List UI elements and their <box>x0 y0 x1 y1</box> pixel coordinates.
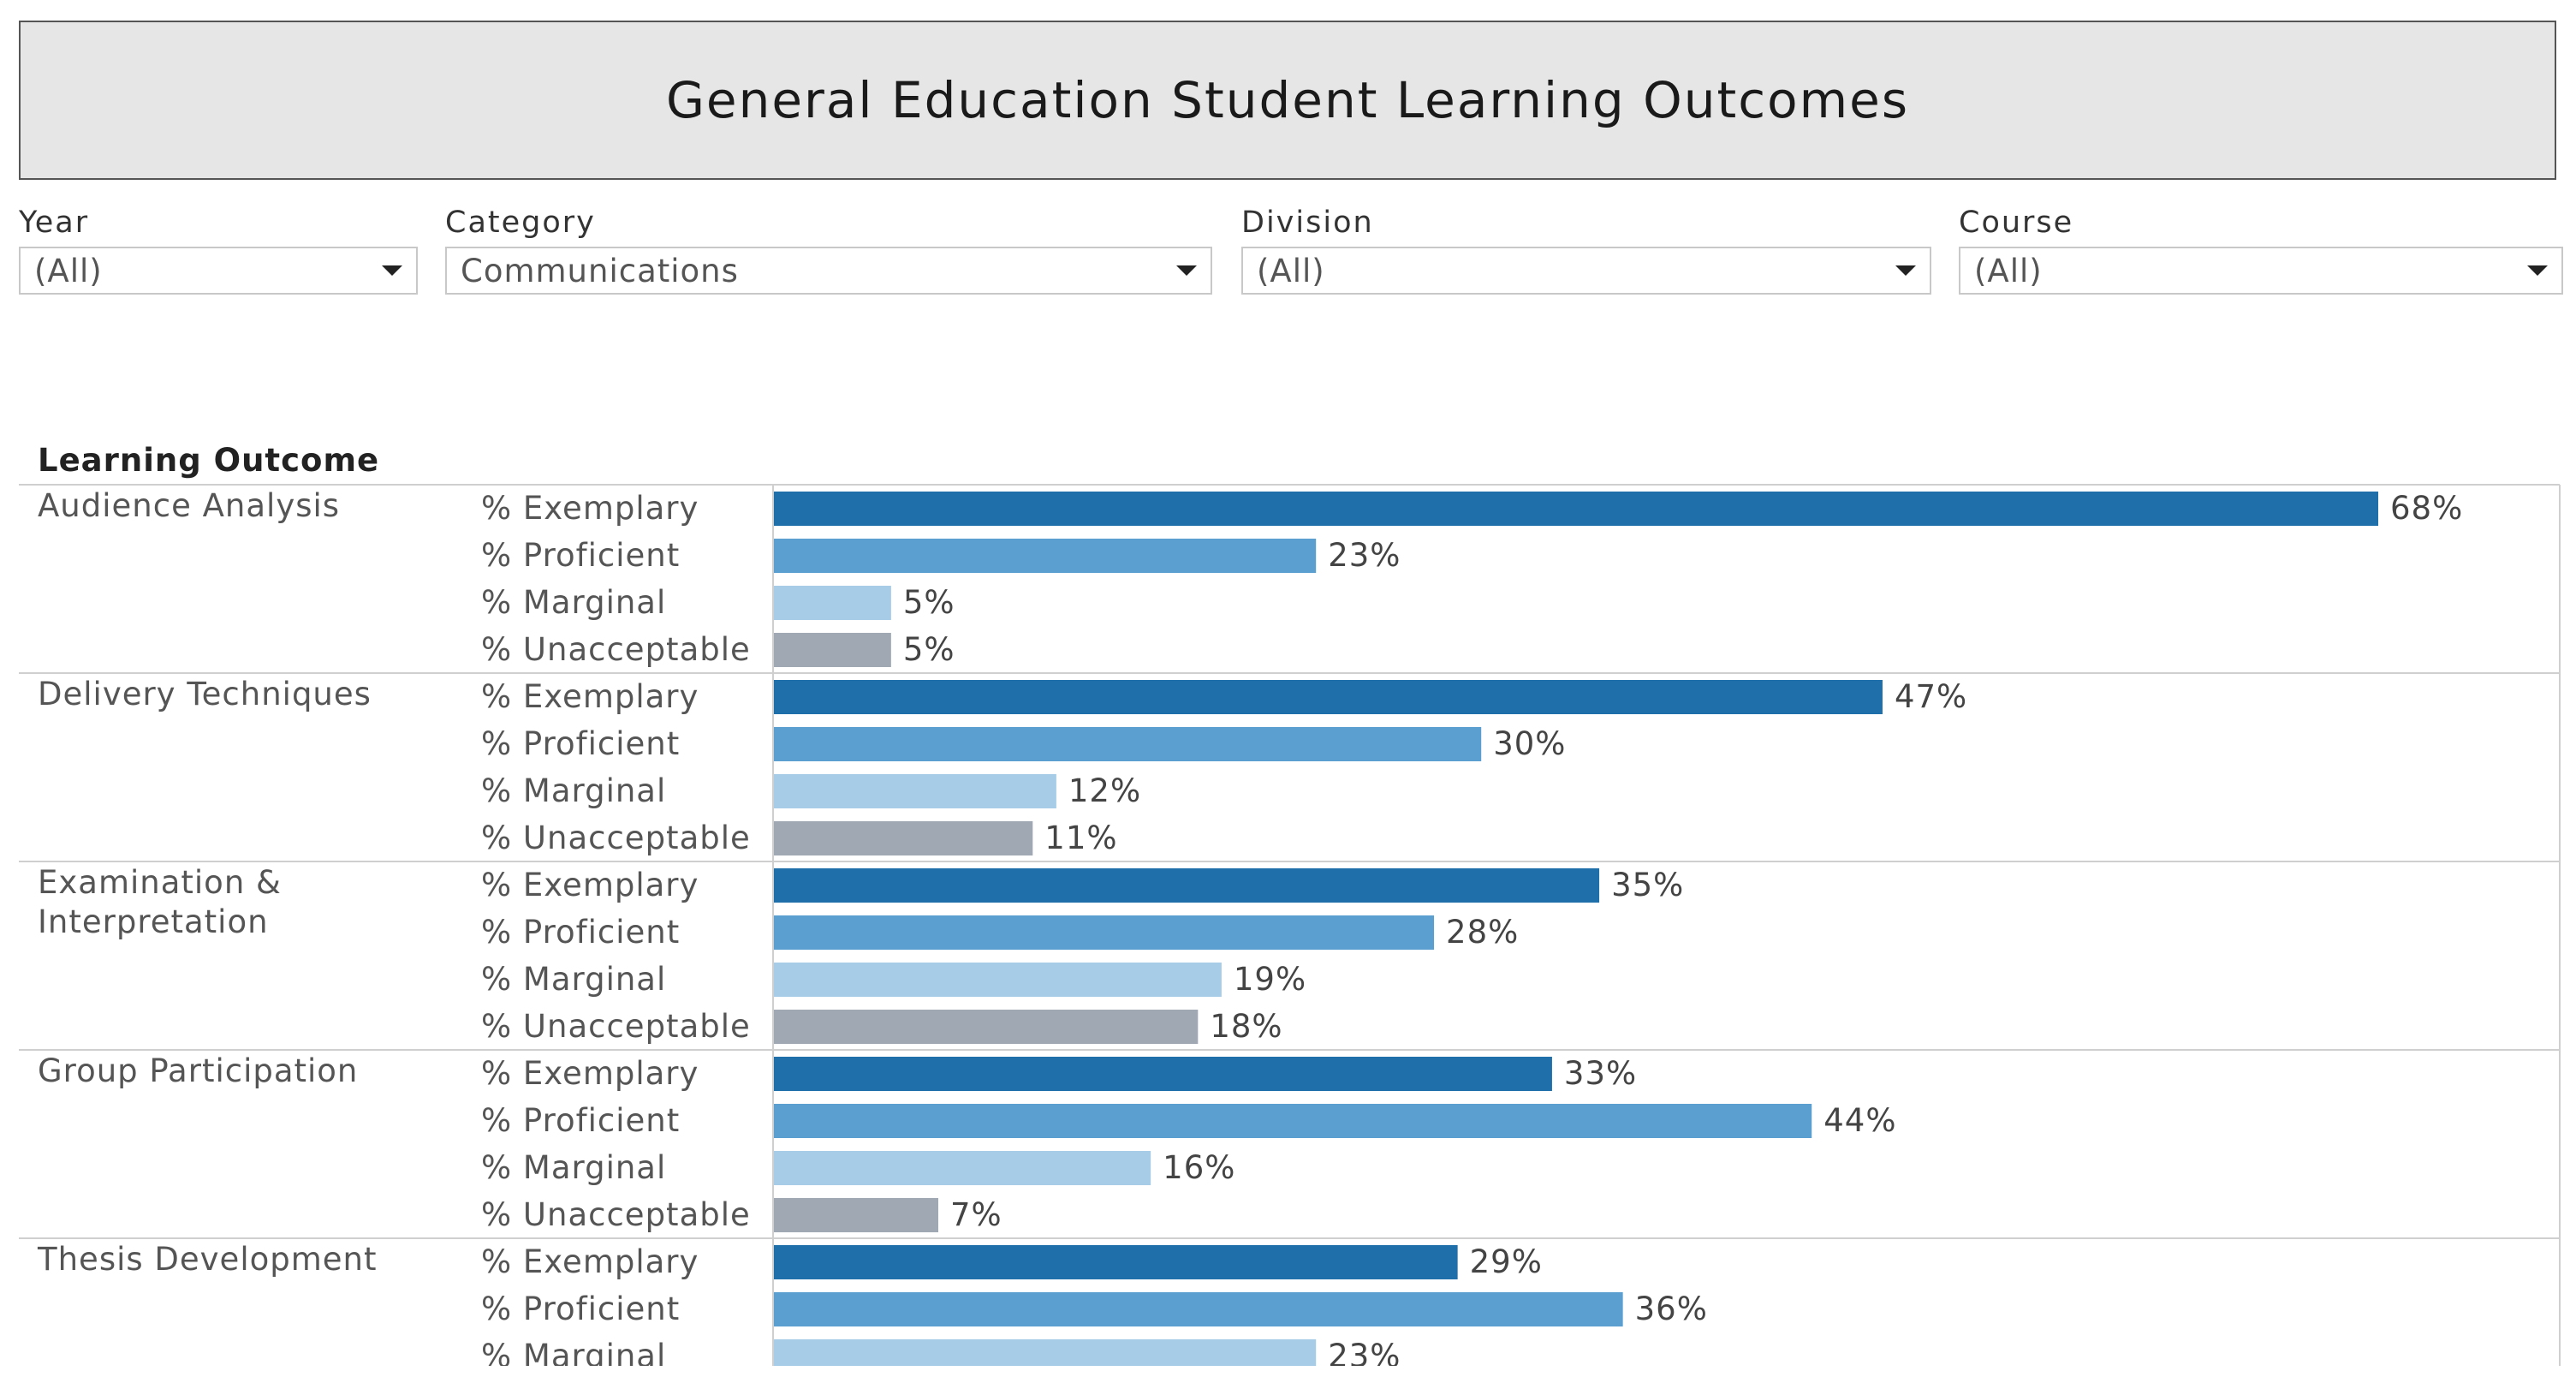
data-label: 11% <box>1044 820 1117 856</box>
data-label: 28% <box>1446 914 1519 951</box>
bar <box>773 1010 1199 1044</box>
outcome-label: Examination & Interpretation <box>38 864 282 940</box>
level-label: % Unacceptable <box>481 1196 751 1233</box>
filter-course-label: Course <box>1959 206 2074 240</box>
bar <box>773 1057 1552 1091</box>
data-label: 47% <box>1895 678 1967 715</box>
filter-category-value: Communications <box>461 252 739 289</box>
level-label: % Proficient <box>481 1102 680 1139</box>
bar <box>773 586 891 620</box>
data-label: 68% <box>2390 490 2463 527</box>
level-label: % Proficient <box>481 1291 680 1327</box>
bar <box>773 633 891 667</box>
outcome-label: Group Participation <box>38 1052 358 1089</box>
level-label: % Marginal <box>481 584 666 621</box>
learning-outcome-header: Learning Outcome <box>38 442 380 479</box>
data-label: 33% <box>1564 1055 1637 1092</box>
level-label: % Unacceptable <box>481 631 751 668</box>
data-label: 23% <box>1328 537 1401 574</box>
bar <box>773 727 1482 761</box>
data-label: 5% <box>903 584 955 621</box>
data-label: 16% <box>1163 1149 1235 1186</box>
filter-year: Year (All) <box>19 202 418 295</box>
filter-year-label: Year <box>19 206 90 240</box>
outcome-label: Delivery Techniques <box>38 676 372 712</box>
data-label: 35% <box>1611 867 1684 903</box>
level-label: % Marginal <box>481 961 666 998</box>
data-label: 19% <box>1234 961 1306 998</box>
chart-plot-area: Audience Analysis % Exemplary 68% % Profici… <box>19 487 2560 1374</box>
filter-year-dropdown[interactable]: (All) <box>19 247 418 295</box>
filter-category-label: Category <box>445 206 596 240</box>
data-label: 18% <box>1210 1008 1282 1045</box>
filter-course-value: (All) <box>1974 252 2043 289</box>
bar <box>773 539 1317 573</box>
bar <box>773 1104 1812 1138</box>
filter-course-dropdown[interactable]: (All) <box>1959 247 2563 295</box>
bar <box>773 963 1222 997</box>
outcome-label: Audience Analysis <box>38 487 340 524</box>
level-label: % Exemplary <box>481 1055 699 1092</box>
level-label: % Exemplary <box>481 1243 699 1280</box>
bar <box>773 492 2378 526</box>
bar <box>773 774 1056 808</box>
level-label: % Marginal <box>481 772 666 809</box>
data-label: 5% <box>903 631 955 668</box>
data-label: 7% <box>950 1196 1002 1233</box>
chevron-down-icon[interactable] <box>1895 265 1916 276</box>
filter-year-value: (All) <box>34 252 103 289</box>
bar <box>773 1198 939 1232</box>
level-label: % Proficient <box>481 914 680 951</box>
bar <box>773 915 1435 950</box>
level-label: % Marginal <box>481 1338 666 1374</box>
level-label: % Proficient <box>481 725 680 762</box>
data-label: 29% <box>1470 1243 1543 1280</box>
level-label: % Exemplary <box>481 490 699 527</box>
chevron-down-icon[interactable] <box>2527 265 2548 276</box>
filter-category: Category Communications <box>445 202 1212 295</box>
data-label: 36% <box>1635 1291 1708 1327</box>
chevron-down-icon[interactable] <box>1176 265 1197 276</box>
dashboard-title: General Education Student Learning Outco… <box>665 71 1910 129</box>
filter-division: Division (All) <box>1241 202 1931 295</box>
bar <box>773 1245 1458 1279</box>
bar <box>773 821 1033 855</box>
filter-course: Course (All) <box>1959 202 2563 295</box>
dashboard-title-banner: General Education Student Learning Outco… <box>19 21 2556 180</box>
bar <box>773 1292 1623 1326</box>
level-label: % Unacceptable <box>481 1008 751 1045</box>
level-label: % Marginal <box>481 1149 666 1186</box>
data-label: 23% <box>1328 1338 1401 1374</box>
data-label: 30% <box>1493 725 1566 762</box>
data-label: 12% <box>1068 772 1141 809</box>
outcome-label: Thesis Development <box>37 1241 378 1278</box>
bar <box>773 680 1883 714</box>
level-label: % Proficient <box>481 537 680 574</box>
bar <box>773 868 1600 903</box>
level-label: % Exemplary <box>481 678 699 715</box>
data-label: 44% <box>1823 1102 1896 1139</box>
bar <box>773 1151 1151 1185</box>
level-label: % Exemplary <box>481 867 699 903</box>
level-label: % Unacceptable <box>481 820 751 856</box>
filter-division-label: Division <box>1241 206 1374 240</box>
filter-category-dropdown[interactable]: Communications <box>445 247 1212 295</box>
chevron-down-icon[interactable] <box>382 265 402 276</box>
filter-division-value: (All) <box>1257 252 1325 289</box>
bar <box>773 1339 1317 1366</box>
filter-division-dropdown[interactable]: (All) <box>1241 247 1931 295</box>
